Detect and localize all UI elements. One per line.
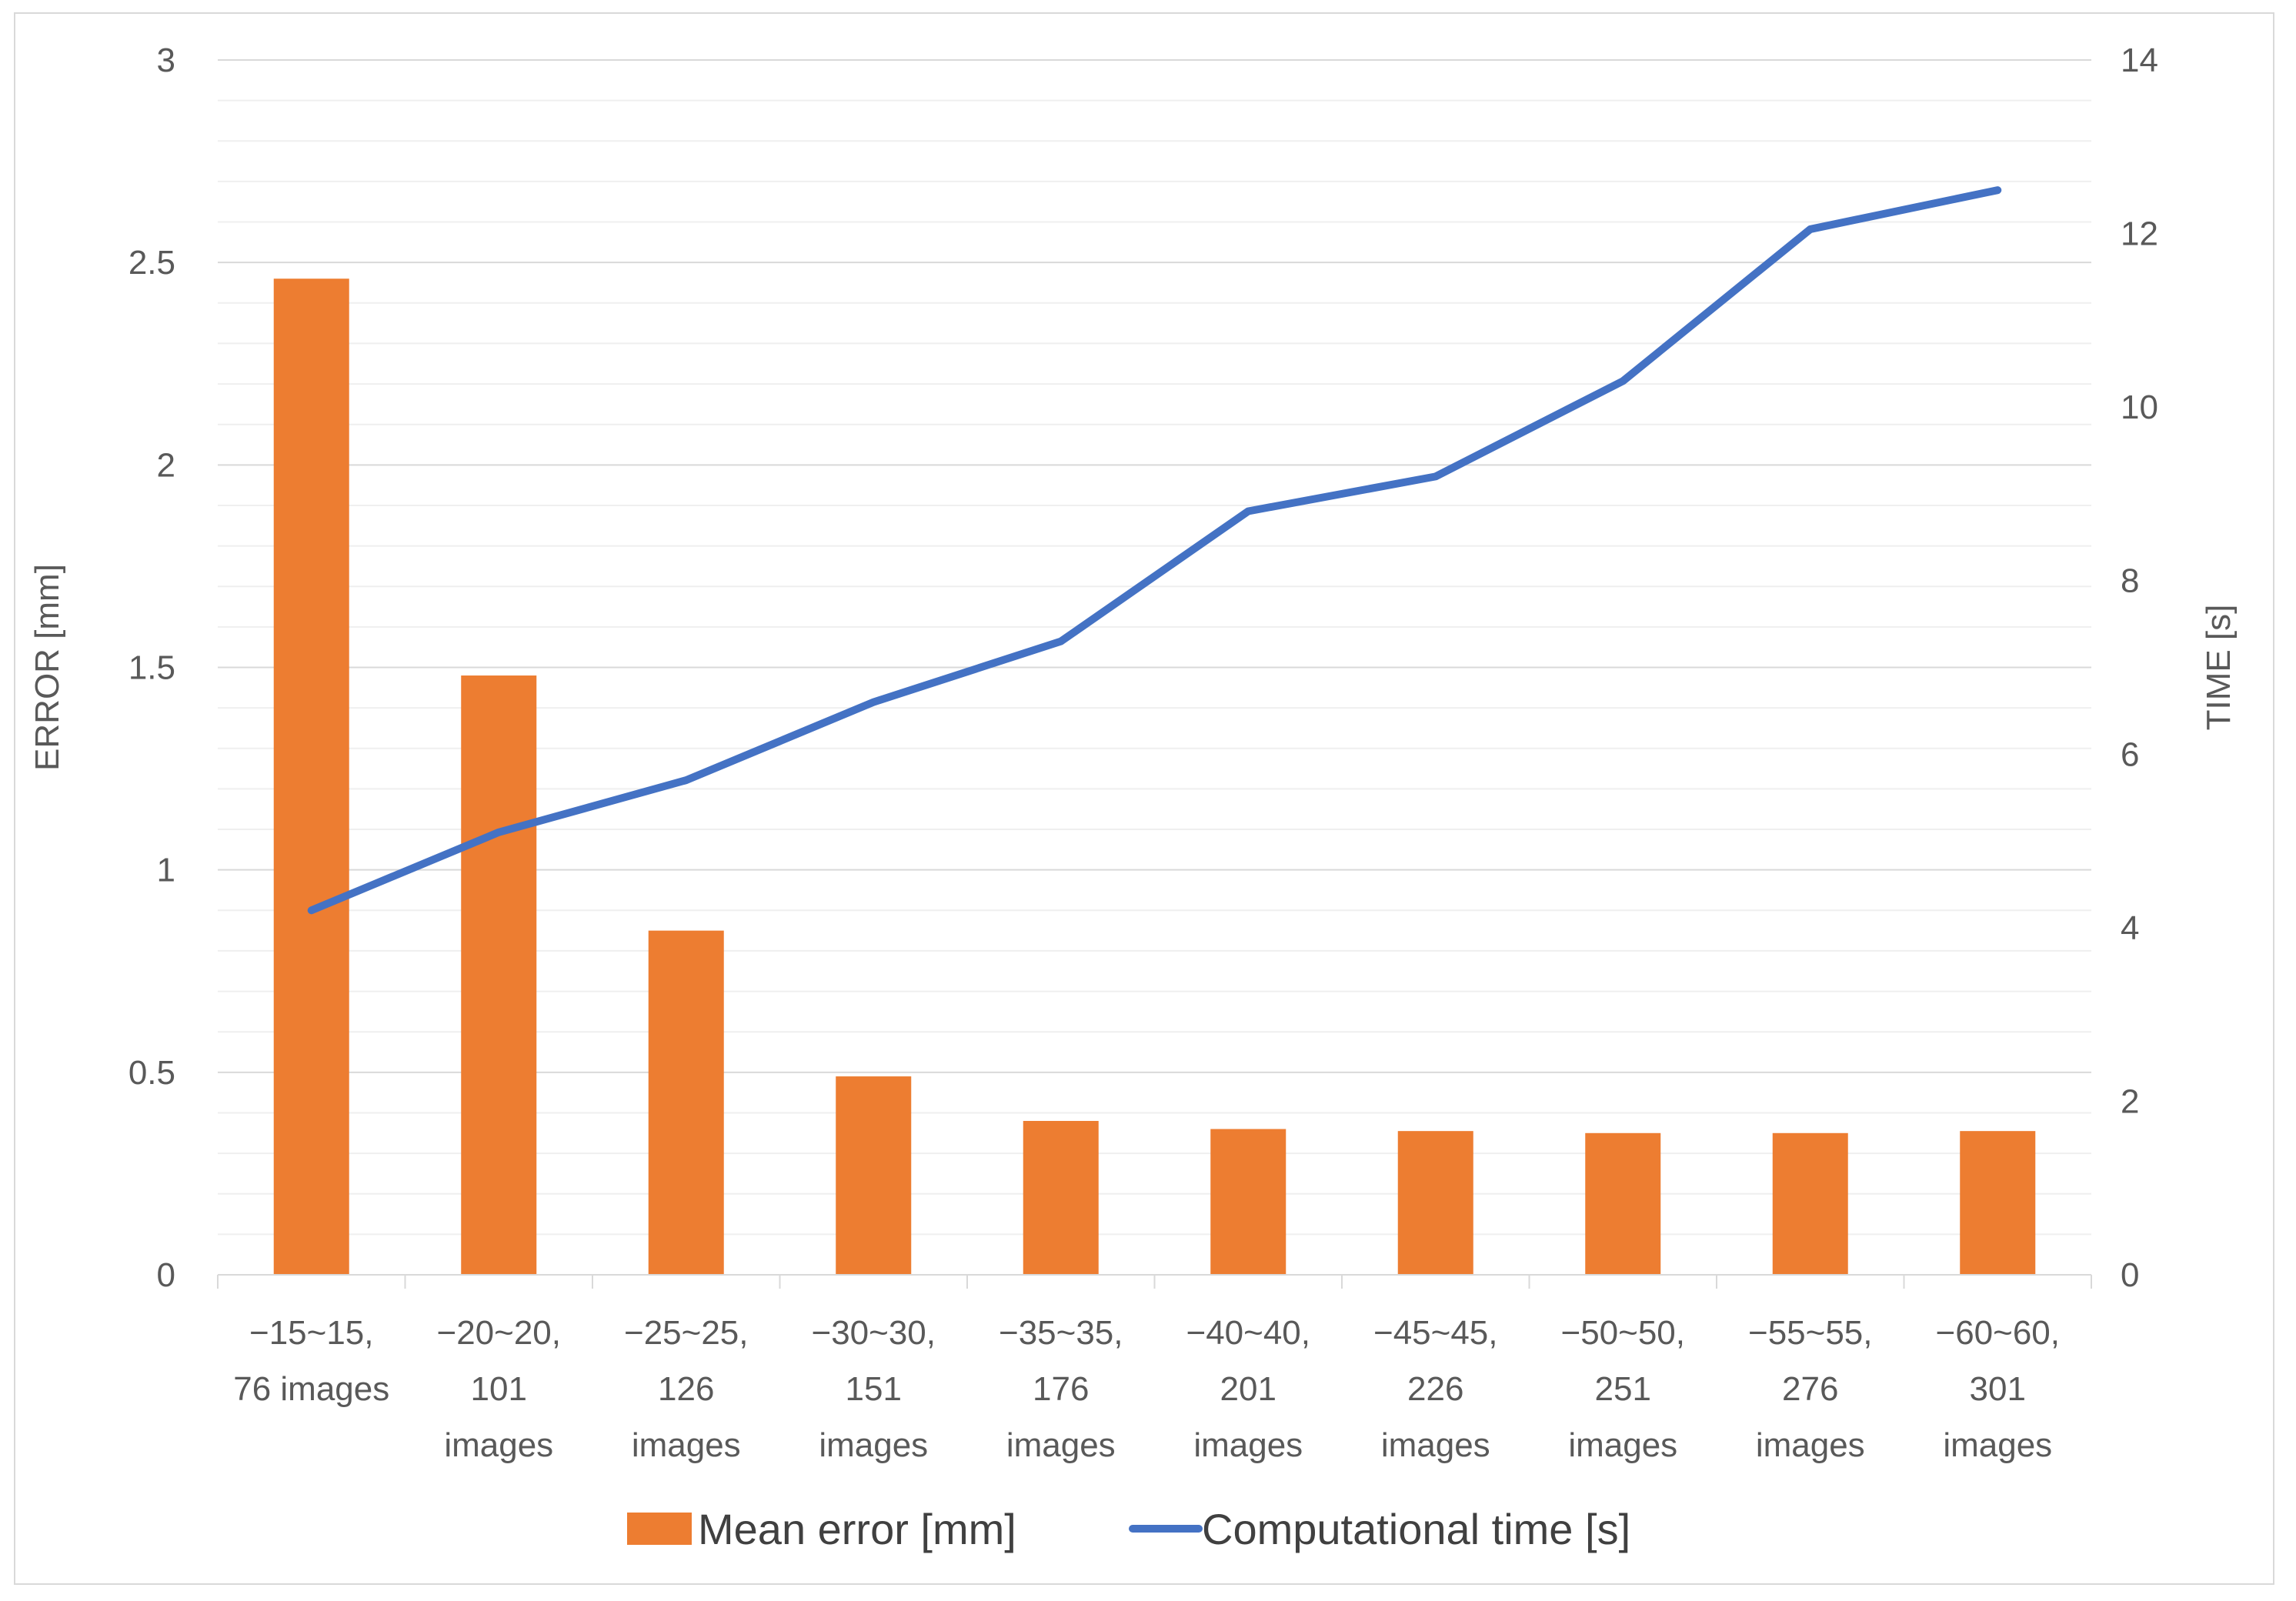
x-tick-label-line: −60~60, [1936,1314,2061,1352]
x-tick-label: −15~15, 76 images [233,1314,389,1408]
x-tick-label-line: images [1381,1426,1490,1464]
x-tick-label: −50~50, 251 images [1561,1314,1686,1464]
bar-mean-error-5 [1023,1120,1099,1275]
x-tick-label-line: 126 [658,1370,714,1408]
y2-tick-label: 0 [2121,1256,2139,1294]
y2-tick-label: 8 [2121,562,2139,600]
x-tick-label-line: −45~45, [1373,1314,1498,1352]
x-tick-label-line: 151 [846,1370,902,1408]
y-tick-label: 1.5 [128,649,175,687]
bar-mean-error-2 [461,675,537,1275]
legend-swatch-mean-error [627,1513,692,1545]
x-tick-label-line: 76 images [233,1370,389,1408]
bar-series [273,279,2036,1276]
x-tick-label-line: images [444,1426,553,1464]
bar-mean-error-10 [1960,1131,2036,1275]
x-tick-label-line: images [1943,1426,2052,1464]
x-tick-label-line: −40~40, [1186,1314,1311,1352]
x-tick-label-line: images [1568,1426,1677,1464]
legend-label-mean-error: Mean error [mm] [698,1505,1016,1553]
x-tick-label: −45~45, 226 images [1373,1314,1498,1464]
bar-mean-error-8 [1585,1132,1661,1275]
x-tick-label-line: 226 [1407,1370,1463,1408]
axes: −15~15, 76 images−20~20, 101 images−25~25, 1… [28,42,2238,1464]
x-tick-label: −20~20, 101 images [437,1314,562,1464]
y-tick-label: 1 [157,852,175,889]
y2-tick-label: 12 [2121,215,2158,253]
y-tick-label: 0.5 [128,1054,175,1092]
bar-mean-error-6 [1210,1129,1286,1275]
y2-tick-label: 6 [2121,735,2139,773]
x-tick-label-line: images [1006,1426,1116,1464]
y-axis-title: ERROR [mm] [28,564,66,771]
bar-mean-error-1 [273,279,349,1276]
x-tick-label-line: −15~15, [249,1314,374,1352]
x-tick-label-line: images [1193,1426,1303,1464]
y-tick-label: 2.5 [128,244,175,282]
y2-tick-label: 10 [2121,389,2158,426]
x-tick-label: −60~60, 301 images [1936,1314,2061,1464]
x-tick-label-line: −20~20, [437,1314,562,1352]
x-tick-label-line: 301 [1970,1370,2026,1408]
y2-tick-label: 4 [2121,909,2139,947]
x-tick-label-line: images [819,1426,928,1464]
x-tick-label: −30~30, 151 images [812,1314,936,1464]
chart-frame [14,12,2274,1585]
x-tick-label-line: 201 [1220,1370,1276,1408]
y-tick-label: 3 [157,42,175,79]
bar-mean-error-9 [1772,1132,1848,1275]
x-tick-label-line: −50~50, [1561,1314,1686,1352]
bar-mean-error-4 [836,1076,912,1275]
x-tick-label-line: −35~35, [999,1314,1123,1352]
x-tick-label-line: −55~55, [1748,1314,1873,1352]
x-tick-label-line: 176 [1033,1370,1089,1408]
line-computational-time [307,186,2002,915]
x-tick-label-line: 251 [1595,1370,1651,1408]
x-tick-label: −25~25, 126 images [624,1314,749,1464]
x-tick-label: −40~40, 201 images [1186,1314,1311,1464]
y-tick-label: 0 [157,1256,175,1294]
x-tick-label: −35~35, 176 images [999,1314,1123,1464]
x-tick-label-line: images [1756,1426,1865,1464]
y2-tick-label: 2 [2121,1082,2139,1120]
x-tick-label-line: −25~25, [624,1314,749,1352]
x-tick-label-line: 101 [471,1370,527,1408]
y2-tick-label: 14 [2121,42,2158,79]
y2-axis-title: TIME [s] [2200,605,2238,731]
x-tick-label-line: −30~30, [812,1314,936,1352]
legend-label-computational-time: Computational time [s] [1202,1505,1630,1553]
y-tick-label: 2 [157,446,175,484]
x-tick-label-line: images [632,1426,741,1464]
x-tick-label: −55~55, 276 images [1748,1314,1873,1464]
x-tick-label-line: 276 [1782,1370,1838,1408]
legend: Mean error [mm] Computational time [s] [627,1505,1630,1553]
bar-mean-error-7 [1397,1131,1473,1275]
line-series [307,186,2002,915]
bar-mean-error-3 [648,930,724,1275]
